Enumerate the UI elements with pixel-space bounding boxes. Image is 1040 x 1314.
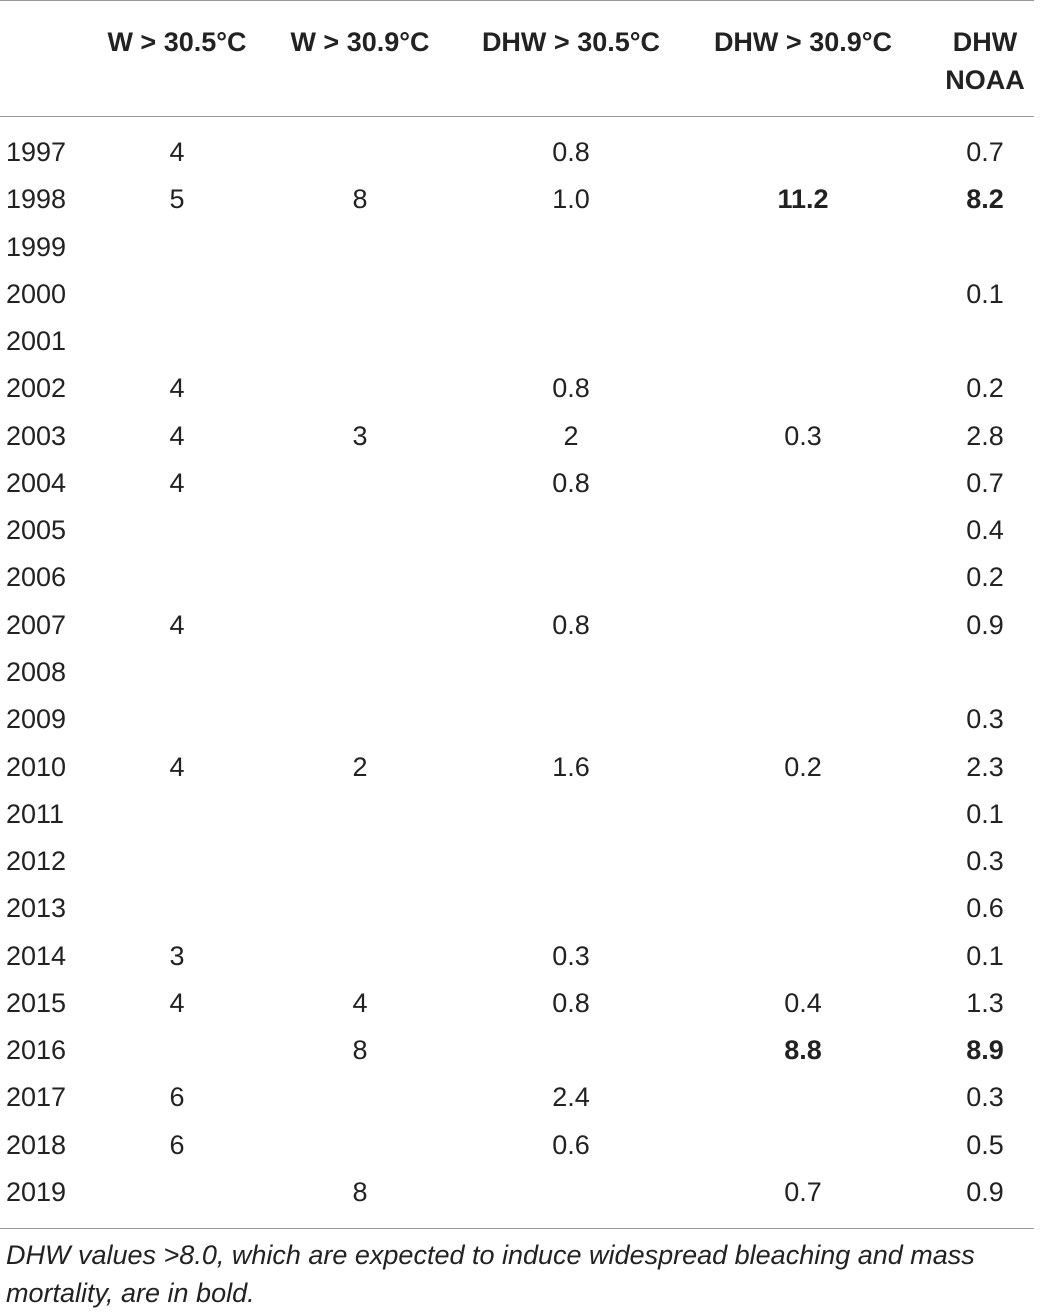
row-year: 2017 — [6, 1082, 67, 1113]
cell: 0.7 — [966, 137, 1004, 167]
cell: 0.3 — [966, 846, 1004, 877]
row-year: 2016 — [6, 1035, 67, 1066]
cell: 4 — [352, 987, 368, 1018]
cell: 0.8 — [552, 987, 590, 1018]
row-year: 2012 — [6, 846, 67, 877]
cell: 0.3 — [784, 420, 822, 451]
cell: 4 — [169, 467, 185, 498]
row-year: 2004 — [6, 467, 67, 498]
row-year: 2003 — [6, 420, 67, 451]
cell: 2 — [352, 751, 368, 782]
cell: 0.1 — [966, 940, 1004, 971]
cell: 0.3 — [966, 1082, 1004, 1113]
row-year: 2010 — [6, 751, 67, 782]
cell: 6 — [169, 1082, 185, 1113]
cell: 4 — [169, 987, 185, 1018]
cell: 8.2 — [966, 184, 1004, 215]
cell: 0.1 — [966, 798, 1004, 829]
cell: 1.3 — [966, 987, 1004, 1018]
top-rule — [0, 0, 1034, 1]
row-year: 1998 — [6, 184, 67, 215]
row-year: 2011 — [6, 798, 65, 829]
cell: 2 — [563, 420, 579, 451]
cell: 8.8 — [784, 1035, 822, 1066]
cell: 0.7 — [966, 467, 1004, 498]
cell: 0.8 — [552, 373, 590, 404]
cell: 6 — [169, 1129, 185, 1160]
row-year: 2006 — [6, 562, 67, 593]
cell: 0.8 — [552, 609, 590, 640]
cell: 0.1 — [966, 278, 1004, 309]
row-year: 2008 — [6, 657, 67, 687]
cell: 8 — [352, 1177, 368, 1207]
column-header: DHW NOAA — [945, 27, 1025, 95]
row-year: 2013 — [6, 893, 67, 924]
cell: 1.6 — [552, 751, 590, 782]
cell: 0.3 — [966, 704, 1004, 735]
cell: 0.4 — [966, 515, 1004, 546]
cell: 0.5 — [966, 1129, 1004, 1160]
cell: 0.2 — [966, 373, 1004, 404]
row-year: 2005 — [6, 515, 67, 546]
cell: 11.2 — [777, 184, 829, 215]
row-year: 2000 — [6, 278, 67, 309]
cell: 0.8 — [552, 467, 590, 498]
row-year: 2018 — [6, 1129, 67, 1160]
bottom-rule — [0, 1228, 1034, 1229]
row-year: 2014 — [6, 940, 67, 971]
cell: 4 — [169, 137, 185, 167]
cell: 0.9 — [966, 1177, 1004, 1207]
column-header: DHW > 30.5°C — [481, 27, 661, 57]
row-year: 2007 — [6, 609, 67, 640]
cell: 0.8 — [552, 137, 590, 167]
cell: 5 — [169, 184, 185, 215]
column-header: W > 30.9°C — [290, 27, 430, 57]
cell: 0.6 — [966, 893, 1004, 924]
cell: 0.2 — [966, 562, 1004, 593]
cell: 4 — [169, 373, 185, 404]
cell: 0.4 — [784, 987, 822, 1018]
cell: 3 — [352, 420, 368, 451]
cell: 4 — [169, 420, 185, 451]
cell: 4 — [169, 751, 185, 782]
cell: 8 — [352, 1035, 368, 1066]
cell: 0.9 — [966, 609, 1004, 640]
cell: 0.6 — [552, 1129, 590, 1160]
cell: 2.8 — [966, 420, 1004, 451]
cell: 2.3 — [966, 751, 1004, 782]
row-year: 2009 — [6, 704, 67, 735]
column-header: W > 30.5°C — [107, 27, 247, 57]
row-year: 2019 — [6, 1177, 67, 1207]
cell: 0.2 — [784, 751, 822, 782]
row-year: 1997 — [6, 137, 67, 167]
footnote: DHW values >8.0, which are expected to i… — [6, 1240, 975, 1308]
header-rule — [0, 116, 1034, 117]
row-year: 1999 — [6, 231, 67, 262]
row-year: 2015 — [6, 987, 67, 1018]
row-year: 2002 — [6, 373, 67, 404]
cell: 3 — [169, 940, 185, 971]
cell: 1.0 — [552, 184, 590, 215]
cell: 8.9 — [966, 1035, 1004, 1066]
cell: 8 — [352, 184, 368, 215]
cell: 4 — [169, 609, 185, 640]
column-header: DHW > 30.9°C — [713, 27, 893, 57]
row-year: 2001 — [6, 326, 67, 357]
cell: 0.7 — [784, 1177, 822, 1207]
cell: 2.4 — [552, 1082, 590, 1113]
cell: 0.3 — [552, 940, 590, 971]
